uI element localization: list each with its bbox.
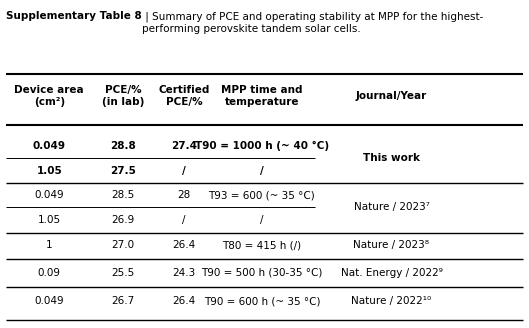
- Text: /: /: [260, 215, 263, 225]
- Text: 28: 28: [177, 190, 191, 200]
- Text: This work: This work: [363, 153, 420, 163]
- Text: PCE/%
(in lab): PCE/% (in lab): [102, 85, 144, 107]
- Text: 27.0: 27.0: [112, 240, 135, 250]
- Text: | Summary of PCE and operating stability at MPP for the highest-
performing pero: | Summary of PCE and operating stability…: [142, 11, 484, 33]
- Text: MPP time and
temperature: MPP time and temperature: [221, 85, 303, 107]
- Text: 1.05: 1.05: [38, 215, 61, 225]
- Text: 0.049: 0.049: [34, 296, 64, 306]
- Text: 0.049: 0.049: [33, 141, 66, 151]
- Text: /: /: [260, 166, 264, 175]
- Text: 26.7: 26.7: [112, 296, 135, 306]
- Text: Device area
(cm²): Device area (cm²): [14, 85, 84, 107]
- Text: Certified
PCE/%: Certified PCE/%: [158, 85, 210, 107]
- Text: Nat. Energy / 2022⁹: Nat. Energy / 2022⁹: [341, 268, 442, 278]
- Text: 26.4: 26.4: [172, 296, 196, 306]
- Text: Nature / 2022¹⁰: Nature / 2022¹⁰: [351, 296, 432, 306]
- Text: 1: 1: [46, 240, 52, 250]
- Text: 24.3: 24.3: [172, 268, 196, 278]
- Text: 26.9: 26.9: [112, 215, 135, 225]
- Text: 27.5: 27.5: [111, 166, 136, 175]
- Text: Nature / 2023⁸: Nature / 2023⁸: [353, 240, 430, 250]
- Text: /: /: [182, 166, 186, 175]
- Text: 0.09: 0.09: [38, 268, 61, 278]
- Text: T90 = 500 h (30-35 °C): T90 = 500 h (30-35 °C): [201, 268, 323, 278]
- Text: Nature / 2023⁷: Nature / 2023⁷: [353, 202, 430, 213]
- Text: Journal/Year: Journal/Year: [356, 91, 427, 101]
- Text: /: /: [183, 215, 186, 225]
- Text: 1.05: 1.05: [37, 166, 62, 175]
- Text: 28.8: 28.8: [111, 141, 136, 151]
- Text: 26.4: 26.4: [172, 240, 196, 250]
- Text: Supplementary Table 8: Supplementary Table 8: [6, 11, 142, 21]
- Text: T80 = 415 h (/): T80 = 415 h (/): [222, 240, 302, 250]
- Text: 0.049: 0.049: [34, 190, 64, 200]
- Text: 28.5: 28.5: [112, 190, 135, 200]
- Text: 25.5: 25.5: [112, 268, 135, 278]
- Text: 27.4: 27.4: [171, 141, 197, 151]
- Text: T90 = 1000 h (~ 40 °C): T90 = 1000 h (~ 40 °C): [195, 141, 329, 151]
- Text: T93 = 600 (~ 35 °C): T93 = 600 (~ 35 °C): [208, 190, 315, 200]
- Text: T90 = 600 h (~ 35 °C): T90 = 600 h (~ 35 °C): [204, 296, 320, 306]
